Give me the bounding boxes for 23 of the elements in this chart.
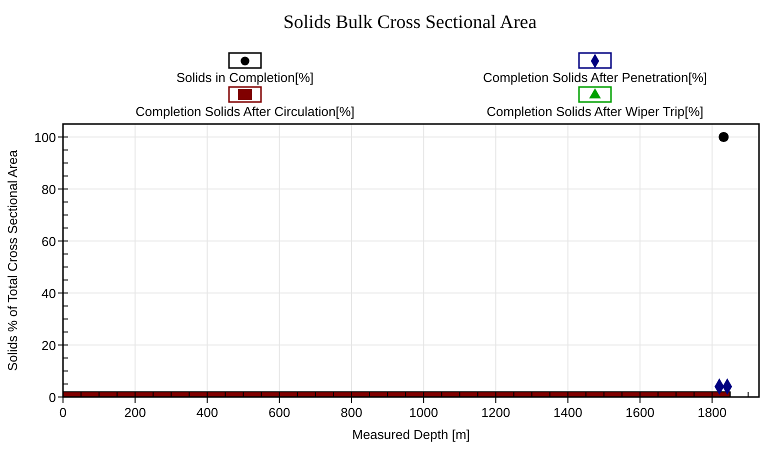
x-tick-label: 600 bbox=[268, 405, 290, 420]
x-tick-label: 1600 bbox=[626, 405, 654, 420]
x-tick-label: 1800 bbox=[698, 405, 727, 420]
legend-label: Completion Solids After Penetration[%] bbox=[482, 70, 708, 85]
x-tick-label: 800 bbox=[340, 405, 362, 420]
chart-title: Solids Bulk Cross Sectional Area bbox=[283, 12, 538, 33]
y-tick-label: 40 bbox=[42, 286, 56, 301]
x-tick-label: 1000 bbox=[409, 405, 438, 420]
y-axis-title: Solids % of Total Cross Sectional Area bbox=[5, 149, 20, 371]
y-tick-label: 80 bbox=[42, 182, 56, 197]
x-tick-label: 200 bbox=[124, 405, 146, 420]
x-tick-label: 0 bbox=[59, 405, 67, 420]
y-tick-label: 20 bbox=[42, 338, 56, 353]
legend-label: Completion Solids After Wiper Trip[%] bbox=[486, 104, 704, 119]
legend-label: Completion Solids After Circulation[%] bbox=[136, 104, 354, 119]
x-tick-label: 400 bbox=[196, 405, 218, 420]
y-tick-label: 100 bbox=[34, 130, 56, 145]
y-tick-label: 60 bbox=[42, 234, 56, 249]
x-tick-label: 1200 bbox=[481, 405, 510, 420]
y-tick-label: 0 bbox=[48, 390, 56, 405]
legend-label: Solids in Completion[%] bbox=[176, 70, 314, 85]
x-axis-title: Measured Depth [m] bbox=[352, 427, 470, 442]
x-tick-label: 1400 bbox=[553, 405, 582, 420]
